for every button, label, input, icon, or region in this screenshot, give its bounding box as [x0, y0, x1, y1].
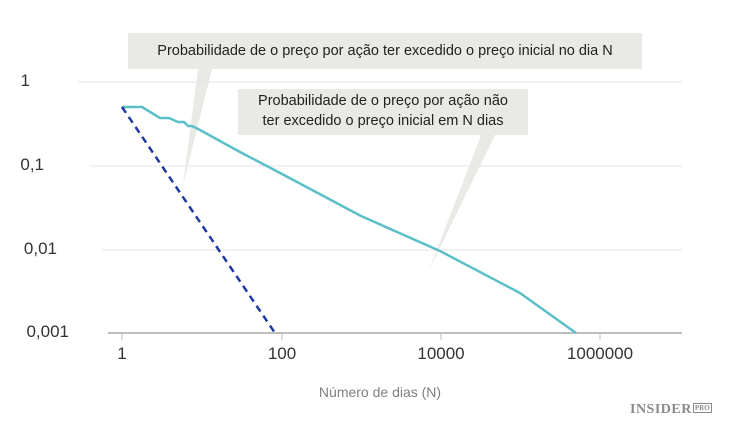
callout-mid-line2: ter excedido o preço inicial em N dias [262, 113, 504, 129]
callout-top-pointer [183, 69, 212, 185]
x-axis-title: Número de dias (N) [318, 384, 442, 400]
series-exceeded-dashed-line [120, 106, 277, 334]
x-tick-label-10000: 10000 [417, 344, 465, 363]
logo-suffix: PRO [692, 403, 712, 413]
x-tick-label-1000000: 1000000 [566, 344, 634, 363]
callout-not-exceeded-in-n-days: Probabilidade de o preço por ação não te… [238, 89, 528, 135]
y-tick-label-0.01: 0,01 [23, 239, 57, 258]
callout-mid-line1: Probabilidade de o preço por ação não [258, 93, 508, 109]
x-tick-label-100: 100 [267, 344, 297, 363]
callout-mid-pointer [429, 133, 496, 270]
x-tick-label-1: 1 [117, 344, 127, 363]
logo-main: INSIDER [630, 402, 692, 417]
insider-pro-logo: INSIDER PRO [630, 402, 712, 418]
y-tick-label-0.001: 0,001 [26, 322, 69, 341]
callout-exceeded-on-day-n: Probabilidade de o preço por ação ter ex… [128, 33, 642, 69]
y-tick-label-0.1: 0,1 [20, 155, 44, 174]
y-tick-label-1: 1 [20, 71, 30, 90]
series-not-exceeded-line [122, 105, 577, 335]
